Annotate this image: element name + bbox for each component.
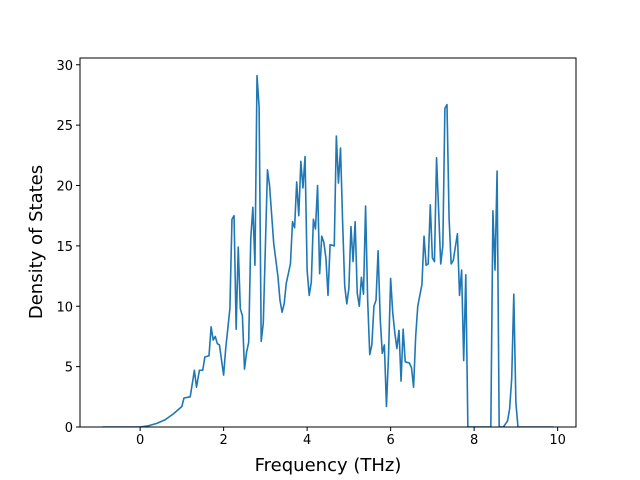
plot-frame — [79, 57, 577, 428]
dos-line — [102, 74, 554, 427]
y-tick-label: 5 — [65, 361, 73, 376]
y-tick-label: 0 — [65, 421, 73, 436]
x-tick-label: 8 — [470, 433, 478, 448]
y-axis-label: Density of States — [26, 165, 47, 319]
y-tick-label: 15 — [56, 240, 73, 255]
x-axis-label: Frequency (THz) — [255, 455, 402, 476]
y-tick-label: 10 — [56, 300, 73, 315]
y-tick-label: 25 — [56, 119, 73, 134]
x-tick-label: 0 — [136, 433, 144, 448]
x-tick-label: 6 — [386, 433, 394, 448]
y-tick-label: 20 — [56, 180, 73, 195]
y-tick-label: 30 — [56, 59, 73, 74]
x-tick-label: 2 — [219, 433, 227, 448]
x-tick-label: 10 — [549, 433, 566, 448]
x-tick-label: 4 — [303, 433, 311, 448]
